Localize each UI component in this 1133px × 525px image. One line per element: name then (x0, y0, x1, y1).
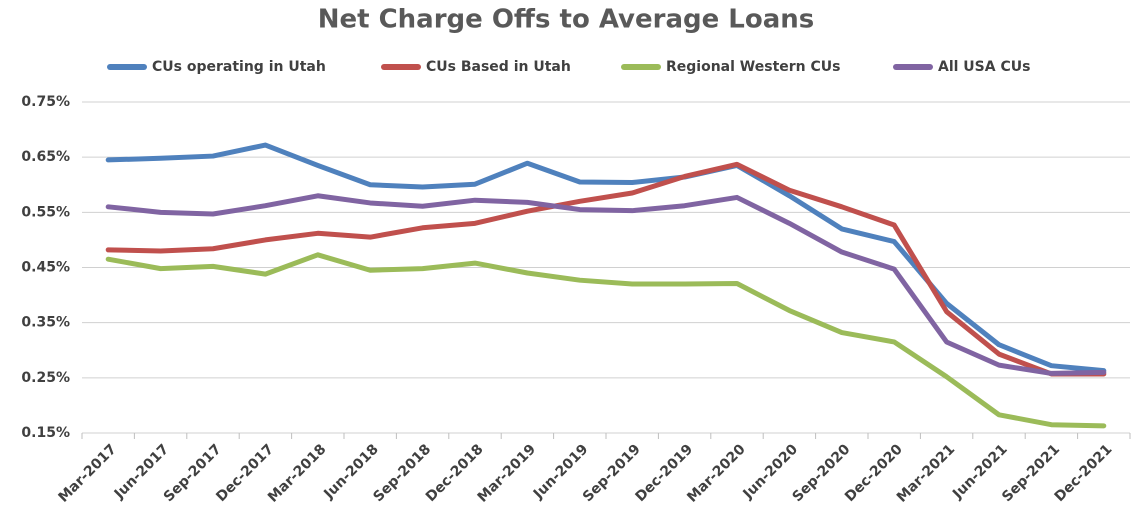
y-tick-label: 0.15% (21, 425, 70, 441)
legend-label: All USA CUs (938, 59, 1030, 75)
y-tick-label: 0.55% (21, 204, 70, 220)
series-line (105, 252, 1107, 429)
legend-label: CUs Based in Utah (426, 59, 571, 75)
series-line (105, 161, 1107, 377)
y-tick-label: 0.75% (21, 94, 70, 110)
y-tick-label: 0.25% (21, 370, 70, 386)
y-tick-label: 0.65% (21, 149, 70, 165)
series-line (105, 193, 1107, 376)
y-tick-label: 0.45% (21, 260, 70, 276)
x-tick-label: Mar-2017 (55, 441, 119, 505)
legend-label: Regional Western CUs (666, 59, 840, 75)
chart-title: Net Charge Offs to Average Loans (318, 5, 815, 35)
y-tick-label: 0.35% (21, 315, 70, 331)
legend-label: CUs operating in Utah (152, 59, 326, 75)
series-line (105, 142, 1107, 374)
